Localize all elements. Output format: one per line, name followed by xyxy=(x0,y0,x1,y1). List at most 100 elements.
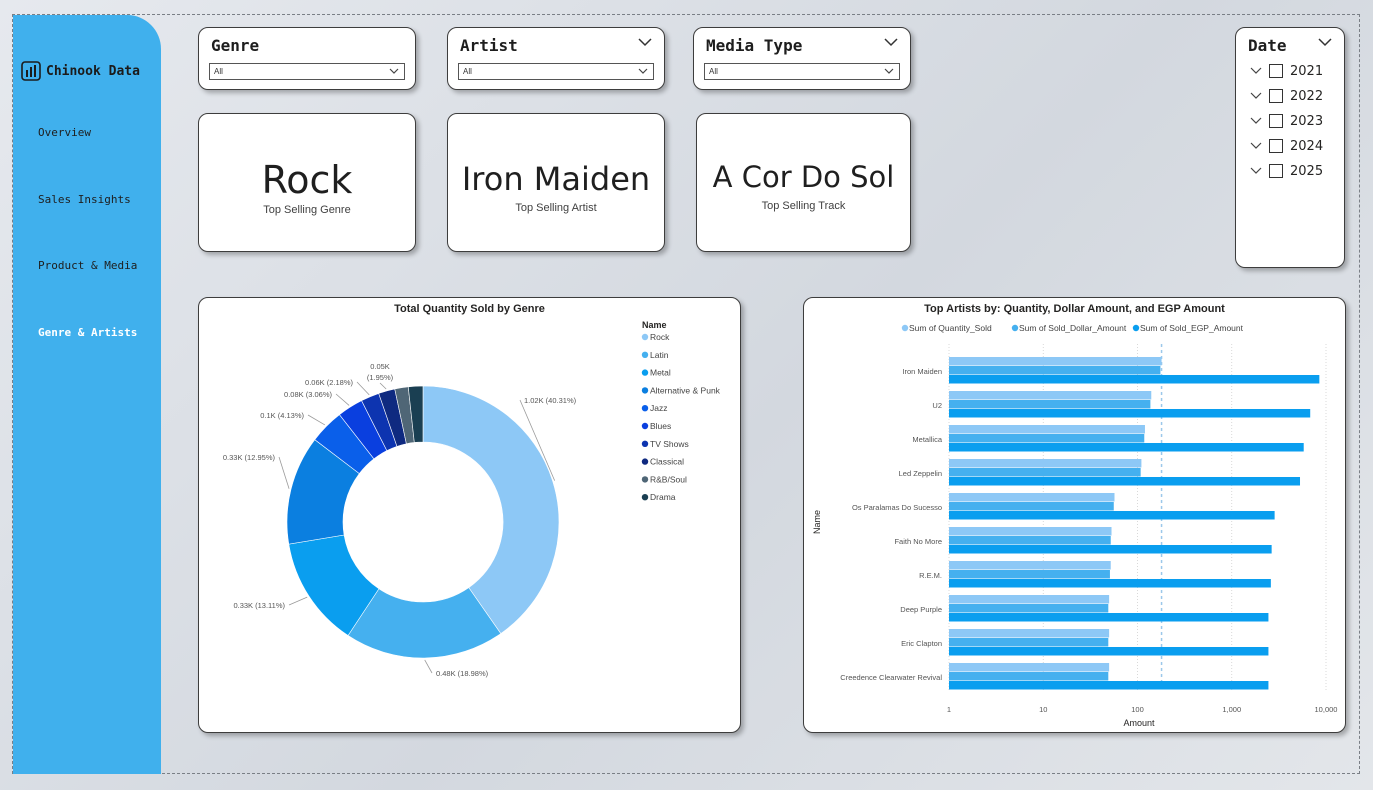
artist-dropdown[interactable]: All xyxy=(458,63,654,80)
chevron-down-icon[interactable] xyxy=(638,38,652,47)
legend-label[interactable]: Sum of Quantity_Sold xyxy=(909,323,992,333)
legend-swatch xyxy=(641,333,649,341)
nav-item-product-media[interactable]: Product & Media xyxy=(38,259,138,272)
legend-swatch xyxy=(641,476,649,483)
legend-label[interactable]: Drama xyxy=(650,492,676,502)
chevron-down-icon[interactable] xyxy=(1250,117,1262,125)
media-type-dropdown[interactable]: All xyxy=(704,63,900,80)
bar[interactable] xyxy=(949,400,1151,409)
bar[interactable] xyxy=(949,409,1311,418)
bar-chart-title: Top Artists by: Quantity, Dollar Amount,… xyxy=(924,303,1225,315)
bar[interactable] xyxy=(949,561,1111,570)
date-checkbox[interactable] xyxy=(1269,89,1283,103)
bar[interactable] xyxy=(949,366,1161,375)
nav-item-overview[interactable]: Overview xyxy=(38,126,91,139)
date-checkbox[interactable] xyxy=(1269,139,1283,153)
date-label: 2023 xyxy=(1290,113,1324,129)
y-tick-label: Deep Purple xyxy=(900,605,942,614)
legend-label[interactable]: Classical xyxy=(650,457,684,467)
legend-label[interactable]: Jazz xyxy=(650,403,667,413)
chevron-down-icon[interactable] xyxy=(1250,67,1262,75)
bar[interactable] xyxy=(949,536,1111,545)
y-tick-label: U2 xyxy=(932,401,942,410)
bar[interactable] xyxy=(949,527,1112,536)
data-label: 0.33K (12.95%) xyxy=(223,453,276,462)
nav-item-genre-artists[interactable]: Genre & Artists xyxy=(38,326,138,339)
legend-label[interactable]: Blues xyxy=(650,421,671,431)
bar[interactable] xyxy=(949,672,1109,681)
nav-item-sales-insights[interactable]: Sales Insights xyxy=(38,193,131,206)
bar[interactable] xyxy=(949,477,1301,486)
bar[interactable] xyxy=(949,493,1115,502)
bar[interactable] xyxy=(949,681,1269,690)
date-slicer: Date 2021 2022 2023 2024 2025 xyxy=(1235,27,1345,268)
chevron-down-icon[interactable] xyxy=(1250,142,1262,150)
donut-slice[interactable] xyxy=(422,385,560,634)
date-row-2025: 2025 xyxy=(1250,163,1323,179)
bar[interactable] xyxy=(949,459,1142,468)
bar[interactable] xyxy=(949,434,1145,443)
bar[interactable] xyxy=(949,663,1110,672)
kpi-value: Iron Maiden xyxy=(461,160,651,198)
bar[interactable] xyxy=(949,613,1269,622)
legend-swatch xyxy=(641,351,649,358)
artist-dropdown-value: All xyxy=(463,67,472,76)
leader-line xyxy=(424,659,433,674)
chevron-down-icon[interactable] xyxy=(884,38,898,47)
bar[interactable] xyxy=(949,647,1269,656)
legend-label[interactable]: Sum of Sold_EGP_Amount xyxy=(1140,323,1244,333)
legend-swatch xyxy=(1132,324,1140,332)
leader-line xyxy=(379,382,387,390)
bar[interactable] xyxy=(949,570,1110,579)
brand-title: Chinook Data xyxy=(46,63,140,79)
leader-line xyxy=(278,456,290,489)
data-label: (1.95%) xyxy=(367,373,394,382)
bar[interactable] xyxy=(949,629,1110,638)
legend-swatch xyxy=(641,458,649,465)
x-tick-label: 10,000 xyxy=(1315,705,1338,714)
kpi-value: A Cor Do Sol xyxy=(712,160,895,194)
legend-label[interactable]: R&B/Soul xyxy=(650,474,687,484)
y-tick-label: Iron Maiden xyxy=(902,367,942,376)
chevron-down-icon[interactable] xyxy=(1318,38,1332,47)
bar[interactable] xyxy=(949,604,1109,613)
sidebar: Chinook Data Overview Sales Insights Pro… xyxy=(13,15,161,774)
date-label: 2024 xyxy=(1290,138,1324,154)
date-row-2021: 2021 xyxy=(1250,63,1323,79)
legend-label[interactable]: TV Shows xyxy=(650,439,689,449)
date-checkbox[interactable] xyxy=(1269,164,1283,178)
bar[interactable] xyxy=(949,545,1272,554)
y-tick-label: Eric Clapton xyxy=(901,639,942,648)
brand: Chinook Data xyxy=(21,61,140,81)
bar[interactable] xyxy=(949,357,1162,366)
date-checkbox[interactable] xyxy=(1269,114,1283,128)
bar[interactable] xyxy=(949,391,1152,400)
chevron-down-icon[interactable] xyxy=(1250,167,1262,175)
legend-label[interactable]: Alternative & Punk xyxy=(650,385,721,395)
kpi-label: Top Selling Artist xyxy=(515,202,597,214)
date-slicer-title: Date xyxy=(1248,36,1287,55)
bar[interactable] xyxy=(949,511,1275,520)
y-tick-label: Os Paralamas Do Sucesso xyxy=(852,503,942,512)
data-label: 0.33K (13.11%) xyxy=(233,601,285,610)
bar[interactable] xyxy=(949,375,1320,384)
bar[interactable] xyxy=(949,638,1109,647)
bar[interactable] xyxy=(949,443,1304,452)
legend-label[interactable]: Metal xyxy=(650,368,671,378)
bar[interactable] xyxy=(949,502,1114,511)
bar[interactable] xyxy=(949,425,1145,434)
bar[interactable] xyxy=(949,579,1271,588)
legend-label[interactable]: Rock xyxy=(650,332,670,342)
donut-chart: Name 1.02K (40.31%) 0.48K (18.98%) 0.33K (… xyxy=(223,320,721,678)
bar[interactable] xyxy=(949,595,1110,604)
donut-slice[interactable] xyxy=(407,385,424,443)
bar[interactable] xyxy=(949,468,1141,477)
legend-label[interactable]: Sum of Sold_Dollar_Amount xyxy=(1019,323,1127,333)
chevron-down-icon[interactable] xyxy=(1250,92,1262,100)
date-checkbox[interactable] xyxy=(1269,64,1283,78)
genre-dropdown[interactable]: All xyxy=(209,63,405,80)
legend-label[interactable]: Latin xyxy=(650,350,669,360)
data-label: 0.06K (2.18%) xyxy=(305,378,353,387)
date-row-2022: 2022 xyxy=(1250,88,1323,104)
date-row-2024: 2024 xyxy=(1250,138,1323,154)
